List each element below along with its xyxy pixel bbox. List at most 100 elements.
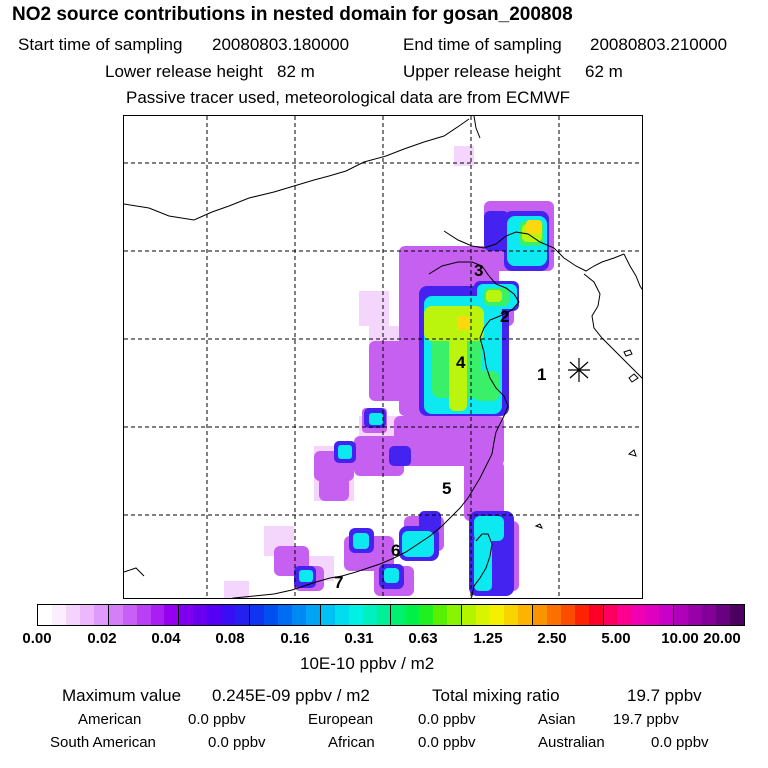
colorbar-swatch <box>108 605 123 625</box>
colorbar-swatch <box>207 605 222 625</box>
region-name: African <box>328 734 375 751</box>
upper-release-label: Upper release height <box>403 62 561 81</box>
colorbar-tick: 0.16 <box>280 630 310 647</box>
colorbar-swatch <box>659 605 675 625</box>
max-value: 0.245E-09 ppbv / m2 <box>212 686 370 705</box>
map-panel: 1 2 3 4 5 6 7 <box>123 115 643 599</box>
colorbar-swatch <box>476 605 490 625</box>
graticule <box>124 116 642 598</box>
region-label-3: 3 <box>474 261 483 280</box>
region-label-4: 4 <box>456 353 466 372</box>
colorbar-swatch <box>532 605 547 625</box>
region-label-2: 2 <box>500 307 509 326</box>
colorbar-swatch <box>517 605 533 625</box>
colorbar-swatch <box>574 605 589 625</box>
region-name: European <box>308 711 374 728</box>
colorbar-swatch <box>645 605 660 625</box>
map-svg: 1 2 3 4 5 6 7 <box>124 116 642 598</box>
colorbar-swatch <box>631 605 646 625</box>
colorbar-tick: 0.02 <box>87 630 117 647</box>
colorbar-swatch <box>334 605 349 625</box>
colorbar-swatch <box>79 605 94 625</box>
region-name: Asian <box>538 711 576 728</box>
colorbar-tick: 20.00 <box>703 630 741 647</box>
colorbar-swatch <box>264 605 278 625</box>
colorbar-swatch <box>688 605 703 625</box>
colorbar-swatch <box>462 605 477 625</box>
region-label-1: 1 <box>537 365 546 384</box>
colorbar-swatch <box>716 605 730 625</box>
start-time-value: 20080803.180000 <box>212 35 350 54</box>
end-time-value: 20080803.210000 <box>590 35 728 54</box>
plot-title: NO2 source contributions in nested domai… <box>12 4 573 25</box>
lower-release-label: Lower release height <box>105 62 263 81</box>
colorbar-tick: 1.25 <box>473 630 503 647</box>
colorbar-swatch <box>291 605 306 625</box>
colorbar-swatch <box>150 605 165 625</box>
colorbar-unit: 10E-10 ppbv / m2 <box>300 654 435 673</box>
coastlines <box>124 116 642 598</box>
colorbar-swatch <box>250 605 264 625</box>
colorbar-swatch <box>729 605 744 625</box>
receptor-marker <box>568 358 590 382</box>
colorbar-swatch <box>65 605 80 625</box>
region-value: 0.0 ppbv <box>418 711 476 728</box>
region-label-6: 6 <box>391 541 400 560</box>
colorbar-swatch <box>546 605 561 625</box>
region-value: 19.7 ppbv <box>613 711 679 728</box>
colorbar-tick: 0.08 <box>215 630 245 647</box>
region-name: South American <box>50 734 156 751</box>
colorbar-swatch <box>51 605 66 625</box>
total-mixing-label: Total mixing ratio <box>432 686 560 705</box>
total-mixing-value: 19.7 ppbv <box>627 686 702 705</box>
colorbar-swatch <box>588 605 604 625</box>
upper-release-value: 62 m <box>585 62 623 81</box>
colorbar-swatch <box>391 605 406 625</box>
colorbar-swatch <box>164 605 180 625</box>
region-value: 0.0 ppbv <box>188 711 246 728</box>
colorbar-swatch <box>221 605 236 625</box>
colorbar-swatch <box>93 605 109 625</box>
colorbar-swatch <box>376 605 392 625</box>
colorbar-swatch <box>560 605 575 625</box>
colorbar-swatch <box>320 605 335 625</box>
color-scale-bar <box>37 604 745 626</box>
colorbar-swatch <box>503 605 518 625</box>
region-value: 0.0 ppbv <box>651 734 709 751</box>
colorbar-swatch <box>603 605 618 625</box>
lower-release-value: 82 m <box>277 62 315 81</box>
colorbar-swatch <box>305 605 321 625</box>
region-value: 0.0 ppbv <box>208 734 266 751</box>
colorbar-swatch <box>362 605 377 625</box>
colorbar-tick: 0.00 <box>22 630 52 647</box>
colorbar-tick: 0.31 <box>344 630 374 647</box>
colorbar-swatch <box>179 605 194 625</box>
colorbar-swatch <box>122 605 137 625</box>
colorbar-swatch <box>702 605 716 625</box>
end-time-label: End time of sampling <box>403 35 562 54</box>
colorbar-swatch <box>617 605 632 625</box>
plume-yellowgreen <box>424 224 542 411</box>
subtitle: Passive tracer used, meteorological data… <box>126 88 571 107</box>
region-label-7: 7 <box>334 573 343 592</box>
plume-layer <box>224 146 554 598</box>
max-value-label: Maximum value <box>62 686 182 705</box>
region-name: Australian <box>538 734 605 751</box>
colorbar-swatch <box>419 605 434 625</box>
colorbar-swatch <box>136 605 151 625</box>
colorbar-swatch <box>235 605 251 625</box>
region-label-group: 1 2 3 4 5 6 7 <box>334 261 546 592</box>
start-time-label: Start time of sampling <box>18 35 183 54</box>
colorbar-swatch <box>490 605 504 625</box>
colorbar-tick: 10.00 <box>661 630 699 647</box>
colorbar-swatch <box>433 605 448 625</box>
region-value: 0.0 ppbv <box>418 734 476 751</box>
colorbar-tick: 5.00 <box>601 630 631 647</box>
region-label-5: 5 <box>442 479 451 498</box>
colorbar-swatch <box>447 605 463 625</box>
plume-yellow <box>457 220 542 330</box>
colorbar-tick: 2.50 <box>537 630 567 647</box>
colorbar-swatch <box>405 605 420 625</box>
colorbar-swatch <box>674 605 689 625</box>
colorbar-swatch <box>348 605 363 625</box>
